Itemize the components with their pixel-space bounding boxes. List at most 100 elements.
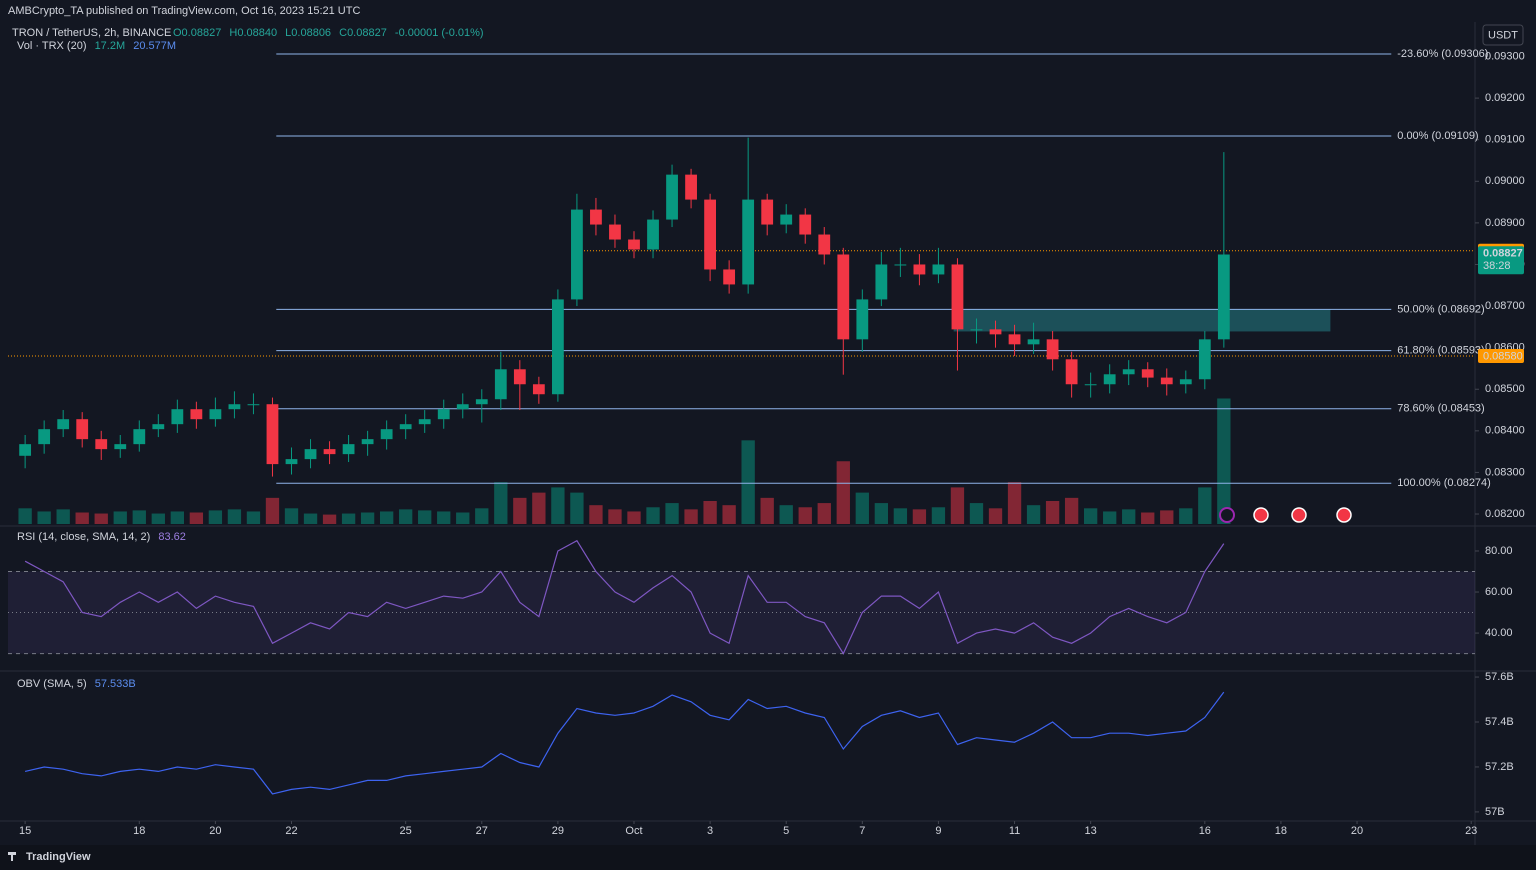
candle-body — [209, 409, 222, 420]
volume-bar — [703, 500, 717, 524]
rsi-value: 83.62 — [158, 531, 186, 543]
x-tick-label: 29 — [552, 825, 564, 837]
volume-bar — [1026, 505, 1041, 524]
fib-label: 78.60% (0.08453) — [1397, 403, 1484, 415]
volume-bar — [1141, 512, 1155, 524]
ohlc-item: O0.08827 — [173, 27, 221, 39]
candle-body — [551, 299, 564, 395]
y-tick-label: 0.08900 — [1485, 217, 1525, 229]
volume-bar — [341, 513, 356, 524]
candle-body — [571, 209, 583, 300]
volume-bar — [303, 513, 318, 524]
obv-name: OBV (SMA, 5) — [17, 678, 87, 690]
volume-legend: Vol · TRX (20) 17.2M 20.577M — [17, 40, 176, 52]
publisher: AMBCrypto_TA published on TradingView.co… — [8, 5, 360, 17]
x-tick-label: 22 — [285, 825, 297, 837]
volume-name: Vol · TRX (20) — [17, 40, 87, 52]
volume-bar — [360, 512, 375, 524]
candle-body — [266, 404, 279, 465]
y-tick-label: 57B — [1485, 806, 1505, 818]
x-tick-label: 18 — [1275, 825, 1287, 837]
y-tick-label: 0.08500 — [1485, 383, 1525, 395]
candle-body — [913, 264, 926, 275]
x-tick-label: 9 — [935, 825, 941, 837]
x-tick-label: 20 — [209, 825, 221, 837]
volume-bar — [1217, 398, 1231, 524]
x-tick-label: 15 — [19, 825, 31, 837]
volume-bar — [912, 509, 927, 524]
event-icon[interactable] — [1336, 507, 1352, 523]
countdown: 38:28 — [1483, 260, 1511, 272]
volume-bar — [1045, 500, 1060, 524]
volume-bar — [475, 508, 489, 524]
candle-body — [190, 409, 203, 420]
candle-body — [1160, 377, 1173, 385]
candle-body — [1008, 334, 1021, 345]
candle-body — [437, 409, 450, 420]
candle-body — [133, 429, 146, 445]
event-icon[interactable] — [1253, 507, 1269, 523]
volume-bar — [608, 509, 622, 524]
y-tick-label: 0.09300 — [1485, 50, 1525, 62]
currency[interactable]: USDT — [1488, 29, 1518, 41]
candle-body — [837, 254, 850, 340]
event-icons — [1219, 507, 1352, 523]
volume-bar — [855, 492, 869, 524]
candle-body — [57, 419, 70, 430]
volume-bar — [113, 511, 127, 524]
fib-label: 50.00% (0.08692) — [1397, 303, 1484, 315]
volume-bar — [741, 440, 755, 524]
volume-bar — [950, 487, 965, 524]
candle-body — [1198, 339, 1211, 380]
volume-bar — [760, 497, 774, 524]
symbol: TRON / TetherUS, 2h, BINANCE — [12, 27, 171, 39]
event-icon[interactable] — [1291, 507, 1307, 523]
candle-body — [590, 209, 602, 225]
ohlc-item: H0.08840 — [229, 27, 277, 39]
volume-bar — [170, 511, 185, 524]
volume-ma: 20.577M — [133, 40, 176, 52]
volume-bar — [75, 512, 89, 524]
candle-body — [875, 264, 888, 300]
candle-body — [1046, 339, 1059, 360]
candle-body — [628, 239, 640, 250]
footer-bar — [0, 845, 1536, 870]
candle-body — [418, 419, 431, 425]
last-price-label: 0.08827 — [1483, 248, 1523, 260]
x-tick-label: 16 — [1199, 825, 1211, 837]
candle-body — [856, 299, 869, 340]
y-tick-label: 57.2B — [1485, 761, 1514, 773]
price-badge-label: 0.08580 — [1483, 350, 1523, 362]
volume-bar — [722, 505, 736, 524]
candle-body — [894, 264, 907, 266]
volume-bar — [1179, 508, 1193, 524]
currency-button[interactable] — [1482, 24, 1524, 46]
candle-body — [932, 264, 945, 275]
candle-body — [76, 419, 89, 440]
candle-body — [323, 449, 336, 455]
volume-bar — [684, 509, 698, 524]
brand[interactable]: TradingView — [26, 851, 91, 863]
volume-bar — [1160, 510, 1174, 524]
candle-body — [818, 234, 831, 255]
candle-body — [380, 429, 393, 440]
candle-body — [685, 174, 697, 200]
volume-bar — [418, 510, 432, 524]
candle-body — [114, 444, 127, 450]
candle-body — [152, 424, 165, 430]
rsi-legend: RSI (14, close, SMA, 14, 2) 83.62 — [17, 531, 186, 543]
candle-body — [475, 399, 488, 405]
volume-bar — [627, 511, 641, 524]
candle-body — [970, 329, 983, 331]
volume-bar — [94, 513, 108, 524]
candle-body — [228, 404, 241, 410]
event-icon[interactable] — [1219, 507, 1235, 523]
volume-bar — [570, 492, 584, 524]
volume-bar — [322, 514, 337, 524]
volume-bar — [779, 505, 793, 524]
y-tick-label: 80.00 — [1485, 545, 1513, 557]
x-tick-label: 27 — [476, 825, 488, 837]
candle-body — [399, 424, 412, 430]
